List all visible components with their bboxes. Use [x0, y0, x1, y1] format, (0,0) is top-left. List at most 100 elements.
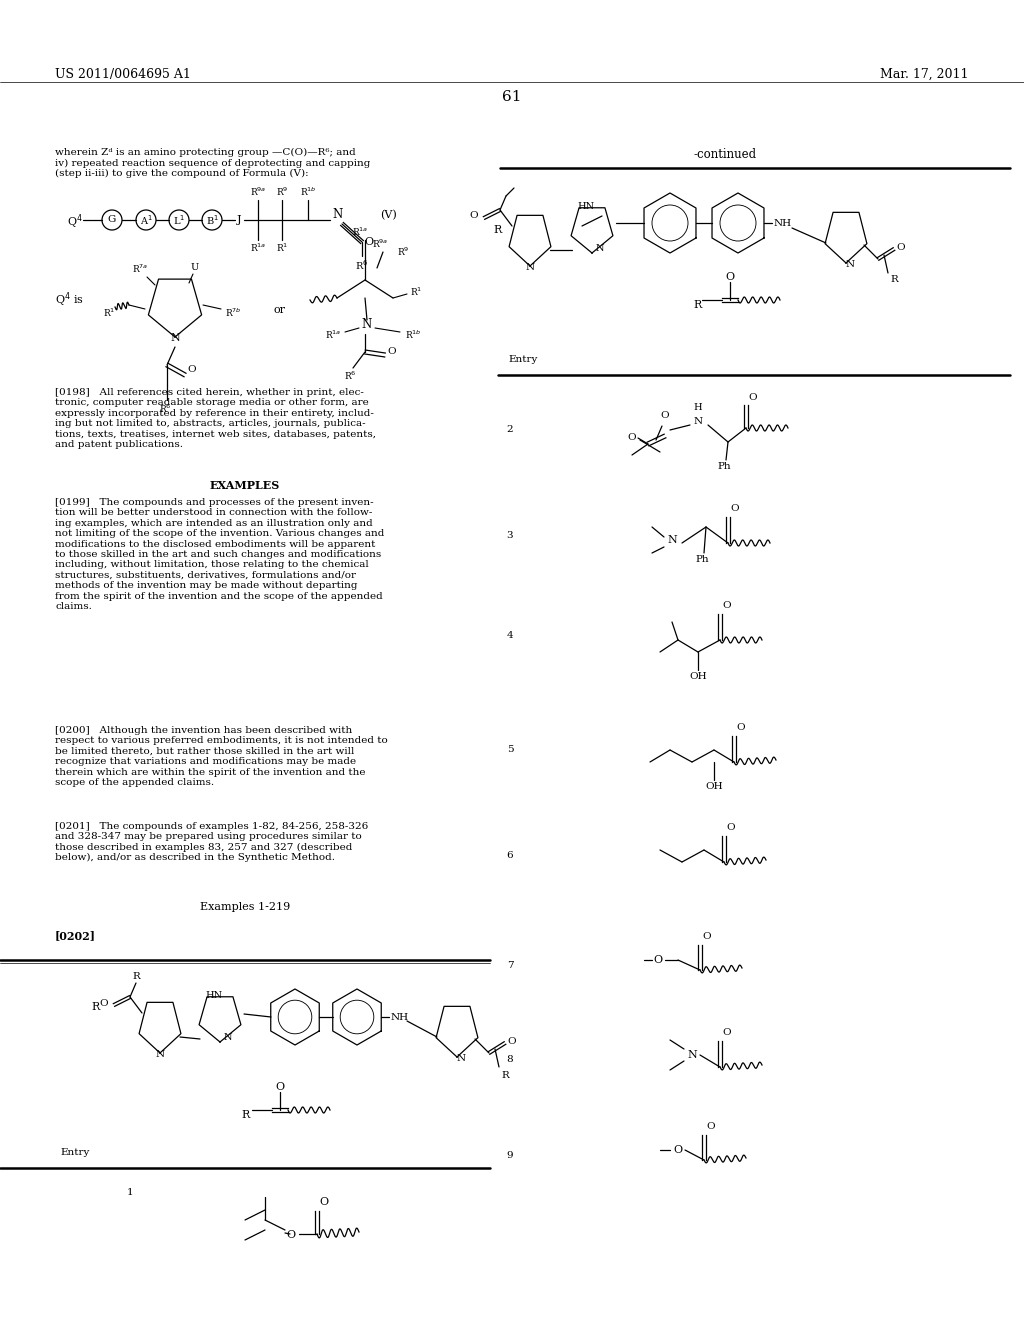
Text: L$^1$: L$^1$	[173, 213, 185, 227]
Text: O: O	[99, 998, 108, 1007]
Text: G: G	[108, 215, 116, 224]
Text: R$^9$: R$^9$	[396, 246, 410, 257]
Text: N: N	[332, 209, 342, 222]
Text: O: O	[722, 1028, 731, 1038]
Text: R$^{9a}$: R$^{9a}$	[372, 238, 388, 249]
Text: 7: 7	[507, 961, 513, 969]
Text: R$^{7a}$: R$^{7a}$	[132, 263, 148, 275]
Text: Examples 1-219: Examples 1-219	[200, 902, 290, 912]
Text: 6: 6	[507, 850, 513, 859]
Text: R$^1$: R$^1$	[102, 306, 115, 319]
Text: Mar. 17, 2011: Mar. 17, 2011	[881, 69, 969, 81]
Text: N: N	[687, 1049, 697, 1060]
Text: O: O	[706, 1122, 715, 1131]
Circle shape	[202, 210, 222, 230]
Text: R: R	[92, 1002, 100, 1012]
Text: N: N	[846, 260, 855, 269]
Text: R$^6$: R$^6$	[159, 403, 171, 416]
Text: 9: 9	[507, 1151, 513, 1159]
Text: OH: OH	[689, 672, 707, 681]
Text: O: O	[730, 504, 738, 513]
Text: N: N	[457, 1053, 466, 1063]
Text: O: O	[702, 932, 711, 941]
Text: R: R	[693, 300, 702, 310]
Text: N: N	[667, 535, 677, 545]
Text: R$^{1a}$: R$^{1a}$	[352, 226, 369, 238]
Text: Entry: Entry	[508, 355, 538, 364]
Text: B$^1$: B$^1$	[206, 213, 218, 227]
Text: O: O	[896, 243, 904, 252]
Text: (V): (V)	[380, 210, 396, 220]
Text: J: J	[237, 215, 242, 224]
Text: O: O	[628, 433, 636, 442]
Text: O: O	[319, 1197, 328, 1206]
Text: N: N	[361, 318, 372, 331]
Text: N: N	[693, 417, 702, 426]
Text: NH: NH	[391, 1012, 410, 1022]
Text: R: R	[132, 972, 140, 981]
Text: NH: NH	[774, 219, 793, 227]
Text: HN: HN	[206, 991, 222, 1001]
Text: N: N	[156, 1049, 165, 1059]
Text: R$^{1a}$: R$^{1a}$	[325, 329, 341, 341]
Text: O: O	[364, 238, 373, 247]
Text: 1: 1	[127, 1188, 133, 1197]
Text: R$^{1b}$: R$^{1b}$	[300, 186, 316, 198]
Text: N: N	[170, 333, 180, 343]
Text: O: O	[469, 211, 478, 220]
Text: Q$^4$ is: Q$^4$ is	[55, 290, 84, 309]
Circle shape	[169, 210, 189, 230]
Text: O: O	[674, 1144, 683, 1155]
Text: N: N	[525, 263, 535, 272]
Text: O: O	[507, 1036, 516, 1045]
Text: A$^1$: A$^1$	[139, 213, 153, 227]
Text: 4: 4	[507, 631, 513, 639]
Text: R$^1$: R$^1$	[410, 286, 422, 298]
Text: O: O	[653, 954, 663, 965]
Text: 2: 2	[507, 425, 513, 434]
Text: O: O	[722, 601, 731, 610]
Text: EXAMPLES: EXAMPLES	[210, 480, 281, 491]
Text: HN: HN	[578, 202, 595, 211]
Text: O: O	[660, 411, 670, 420]
Text: R$^{9a}$: R$^{9a}$	[250, 186, 266, 198]
Text: US 2011/0064695 A1: US 2011/0064695 A1	[55, 69, 190, 81]
Text: O: O	[387, 347, 395, 356]
Text: R$^{7b}$: R$^{7b}$	[225, 306, 242, 319]
Text: [0200]   Although the invention has been described with
respect to various prefe: [0200] Although the invention has been d…	[55, 726, 388, 787]
Text: R: R	[890, 275, 898, 284]
Text: 61: 61	[502, 90, 522, 104]
Text: 3: 3	[507, 531, 513, 540]
Circle shape	[102, 210, 122, 230]
Text: Q$^4$: Q$^4$	[67, 213, 83, 231]
Text: Entry: Entry	[60, 1148, 89, 1158]
Text: U: U	[190, 263, 199, 272]
Text: R$^1$: R$^1$	[275, 242, 288, 255]
Text: -continued: -continued	[693, 148, 757, 161]
Text: 8: 8	[507, 1056, 513, 1064]
Text: wherein Zᵈ is an amino protecting group —C(O)—R⁶; and
iv) repeated reaction sequ: wherein Zᵈ is an amino protecting group …	[55, 148, 371, 178]
Text: Ph: Ph	[717, 462, 731, 471]
Text: 5: 5	[507, 746, 513, 755]
Text: R$^{1b}$: R$^{1b}$	[406, 329, 422, 341]
Text: R: R	[501, 1071, 509, 1080]
Text: Ph: Ph	[695, 554, 709, 564]
Text: R$^{1a}$: R$^{1a}$	[250, 242, 266, 255]
Text: R: R	[242, 1110, 250, 1119]
Text: or: or	[274, 305, 286, 315]
Text: OH: OH	[706, 781, 723, 791]
Text: H: H	[693, 403, 702, 412]
Text: O: O	[736, 723, 744, 733]
Text: O: O	[287, 1230, 296, 1239]
Text: O: O	[187, 366, 196, 375]
Text: O: O	[275, 1082, 285, 1092]
Text: N: N	[596, 244, 604, 253]
Text: O: O	[725, 272, 734, 282]
Text: N: N	[224, 1034, 232, 1041]
Text: [0202]: [0202]	[55, 931, 96, 941]
Text: O: O	[748, 393, 757, 403]
Circle shape	[136, 210, 156, 230]
Text: R$^6$: R$^6$	[344, 370, 356, 383]
Text: [0198]   All references cited herein, whether in print, elec-
tronic, computer r: [0198] All references cited herein, whet…	[55, 388, 376, 449]
Text: R: R	[494, 224, 502, 235]
